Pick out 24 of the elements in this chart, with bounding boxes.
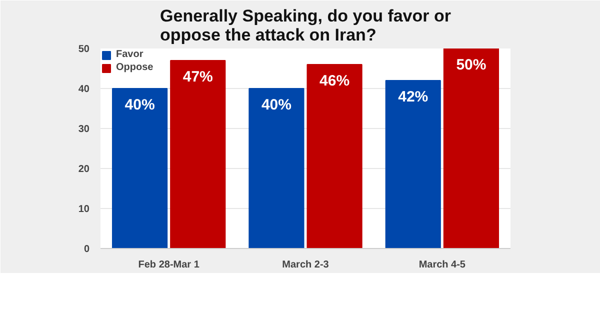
y-tick-label: 10 xyxy=(78,204,90,215)
y-tick-label: 30 xyxy=(78,124,90,135)
x-tick-label: Feb 28-Mar 1 xyxy=(138,260,200,270)
chart-title: Generally Speaking, do you favor or oppose the attack on Iran? xyxy=(160,6,452,44)
bar xyxy=(306,64,362,248)
data-label: 46% xyxy=(320,72,350,90)
bar xyxy=(385,80,441,248)
x-tick-label: March 4-5 xyxy=(418,260,466,270)
y-tick-label: 40 xyxy=(78,84,90,95)
x-tick-label: March 2-3 xyxy=(282,260,330,270)
bar xyxy=(443,48,500,248)
bar xyxy=(170,60,226,248)
y-tick-label: 50 xyxy=(78,44,90,55)
y-tick-label: 20 xyxy=(78,164,90,175)
bar xyxy=(112,88,168,248)
data-label: 47% xyxy=(182,68,213,86)
data-label: 40% xyxy=(124,96,155,114)
legend-label: Oppose xyxy=(116,62,154,73)
bar xyxy=(248,88,304,248)
data-label: 50% xyxy=(456,56,486,74)
data-label: 40% xyxy=(261,96,292,114)
data-label: 42% xyxy=(398,88,428,106)
legend-label: Favor xyxy=(116,49,144,60)
y-tick-label: 0 xyxy=(84,244,90,255)
